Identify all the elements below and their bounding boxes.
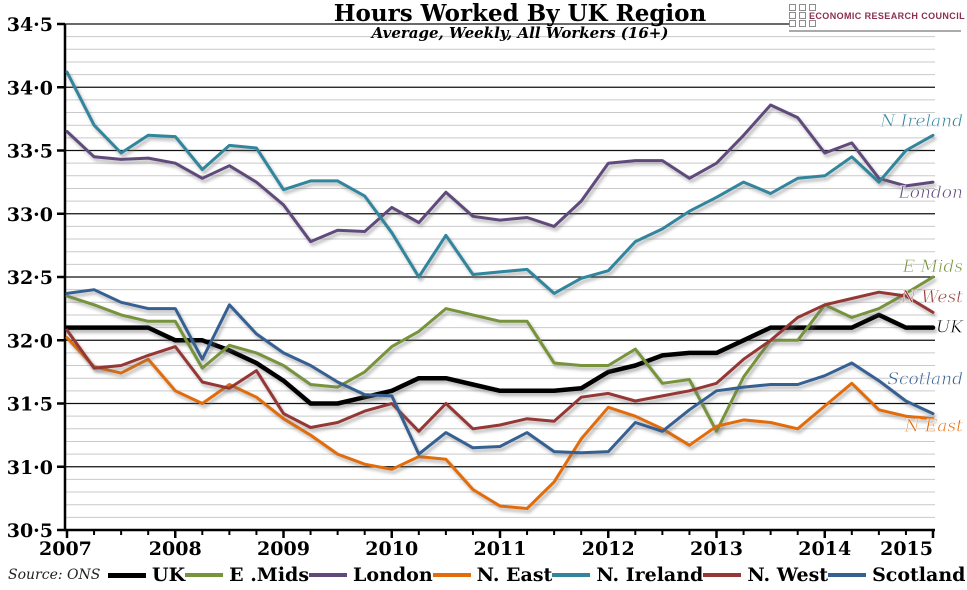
- source-note: Source: ONS: [8, 567, 101, 583]
- x-tick-label: 2007: [39, 538, 92, 560]
- legend-label: London: [353, 564, 433, 586]
- series-end-label-nwest: N West: [900, 287, 963, 307]
- logo-square-icon: [799, 20, 806, 27]
- x-tick-label: 2009: [257, 538, 310, 560]
- logo-square-icon: [789, 4, 796, 11]
- legend-swatch: [828, 573, 867, 577]
- series-line-nwest: [65, 290, 935, 433]
- legend-swatch: [185, 573, 224, 577]
- y-tick-label: 32·0: [7, 330, 53, 352]
- series-end-label-neast: N East: [904, 417, 964, 437]
- legend-swatch: [703, 573, 742, 577]
- x-tick-label: 2012: [582, 538, 635, 560]
- legend-item-neast: N. East: [432, 564, 553, 586]
- logo-square-icon: [789, 20, 796, 27]
- logo-square-icon: [799, 12, 806, 19]
- y-tick-label: 32·5: [7, 267, 53, 289]
- logo-square-icon: [789, 12, 796, 19]
- series-line-scotland: [65, 288, 935, 456]
- x-tick-label: 2011: [474, 538, 527, 560]
- logo-squares-row: ECONOMIC RESEARCH COUNCIL: [789, 11, 965, 20]
- logo-square-icon: [799, 4, 806, 11]
- logo-squares-row: [789, 19, 961, 27]
- legend-item-scotland: Scotland: [828, 564, 965, 586]
- logo-squares-row: [789, 3, 961, 11]
- legend-item-nireland: N. Ireland: [552, 564, 703, 586]
- legend-label: N. West: [747, 564, 829, 586]
- x-tick-label: 2008: [149, 538, 202, 560]
- logo-square-icon: [809, 4, 816, 11]
- legend-label: UK: [152, 564, 186, 586]
- series-line-london: [65, 103, 935, 244]
- legend-swatch: [309, 573, 348, 577]
- y-tick-label: 34·0: [7, 77, 53, 99]
- legend-item-emids: E .Mids: [185, 564, 309, 586]
- logo-square-icon: [809, 20, 816, 27]
- logo-text: ECONOMIC RESEARCH COUNCIL: [809, 10, 966, 21]
- y-tick-label: 33·0: [7, 204, 53, 226]
- series-end-label-nireland: N Ireland: [879, 111, 963, 131]
- series-line-emids: [65, 275, 935, 433]
- legend: UK E .Mids London N. East N. Ireland N. West S…: [108, 562, 965, 588]
- series-end-label-uk: UK: [936, 318, 964, 338]
- series-end-label-emids: E Mids: [902, 257, 964, 277]
- x-tick-label: 2013: [690, 538, 743, 560]
- x-tick-label: 2014: [798, 538, 851, 560]
- y-tick-label: 34·5: [7, 14, 53, 36]
- y-tick-label: 31·5: [7, 394, 53, 416]
- series-end-label-scotland: Scotland: [887, 370, 963, 390]
- economic-research-council-logo: ECONOMIC RESEARCH COUNCIL: [789, 3, 965, 32]
- series-end-label-london: London: [897, 183, 963, 203]
- y-tick-label: 31·0: [7, 457, 53, 479]
- legend-swatch: [108, 572, 146, 578]
- legend-item-nwest: N. West: [703, 564, 828, 586]
- legend-swatch: [432, 573, 471, 577]
- x-tick-label: 2015: [880, 538, 933, 560]
- legend-label: E .Mids: [229, 564, 310, 586]
- legend-label: N. Ireland: [596, 564, 704, 586]
- legend-item-uk: UK: [108, 564, 185, 586]
- x-tick-label: 2010: [365, 538, 418, 560]
- legend-label: Scotland: [872, 564, 966, 586]
- y-tick-label: 30·5: [7, 520, 53, 542]
- y-tick-label: 33·5: [7, 141, 53, 163]
- legend-swatch: [552, 573, 591, 577]
- legend-item-london: London: [309, 564, 433, 586]
- legend-label: N. East: [476, 564, 553, 586]
- series-line-nireland: [65, 70, 935, 295]
- series-line-neast: [65, 336, 935, 510]
